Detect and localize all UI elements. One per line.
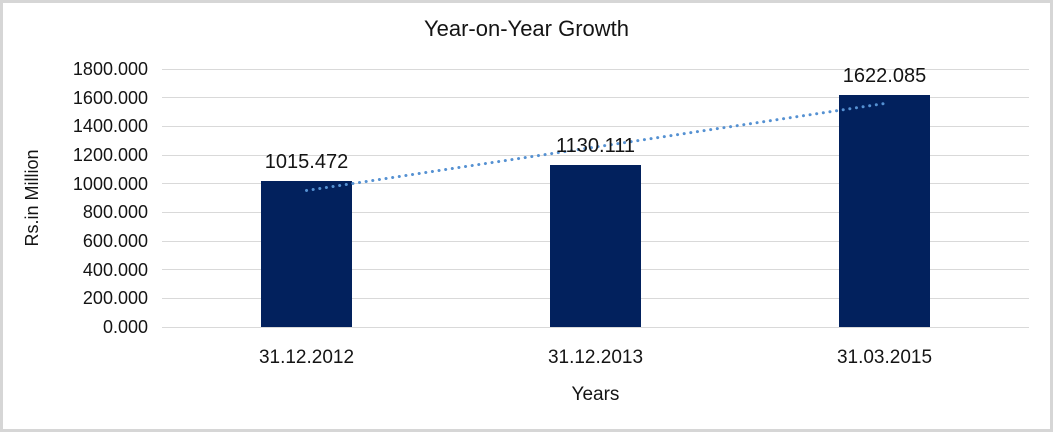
gridline [162, 326, 1029, 328]
x-axis-title: Years [571, 384, 620, 405]
trendline [305, 102, 886, 192]
y-tick-label: 1200.000 [72, 145, 148, 165]
y-tick-label: 1400.000 [72, 116, 148, 137]
y-tick-label: 1000.000 [72, 173, 148, 194]
chart-title: Year-on-Year Growth [423, 16, 630, 41]
y-tick-label: 800.000 [82, 202, 148, 223]
y-tick-label: 600.000 [82, 231, 148, 251]
y-tick-label: 1600.000 [72, 87, 148, 108]
data-label: 1622.085 [842, 64, 927, 87]
bar-31.03.2015 [839, 94, 930, 327]
data-label: 1015.472 [264, 151, 349, 174]
x-tick-label: 31.03.2015 [836, 347, 933, 368]
y-tick-label: 400.000 [82, 259, 148, 280]
x-tick-label: 31.12.2012 [258, 347, 355, 368]
x-tick-label: 31.12.2013 [547, 347, 644, 368]
bar-31.12.2013 [550, 165, 641, 327]
y-tick-label: 1800.000 [72, 59, 148, 79]
gridline [162, 97, 1029, 99]
y-tick-label: 0.000 [102, 317, 148, 337]
gridline [162, 125, 1029, 127]
bar-31.12.2012 [261, 181, 352, 327]
data-label: 1130.111 [556, 135, 635, 158]
y-tick-label: 200.000 [82, 288, 148, 309]
gridline [162, 68, 1029, 70]
gridline [162, 154, 1029, 156]
